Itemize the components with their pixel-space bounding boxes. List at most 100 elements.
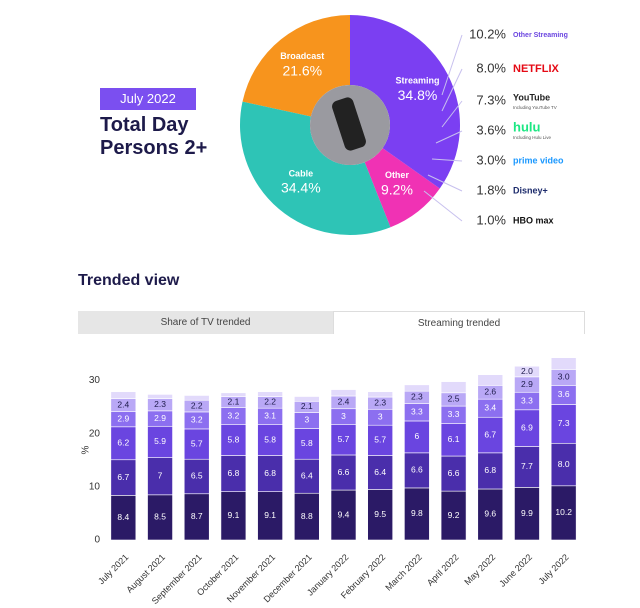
data-label: 9.5	[374, 509, 386, 519]
share-value: 7.3%	[476, 92, 506, 107]
data-label: 7.7	[521, 461, 533, 471]
data-label: 2.3	[411, 392, 423, 402]
connector	[431, 158, 463, 162]
data-label: 3.2	[228, 410, 240, 420]
data-label: 2.1	[301, 401, 313, 411]
bar-segment	[220, 392, 247, 397]
share-value: 8.0%	[476, 60, 506, 75]
bar-segment	[220, 491, 247, 541]
bar-segment	[147, 494, 173, 541]
pie-slice	[350, 15, 460, 189]
y-tick-label: 0	[94, 535, 100, 546]
data-label: 3.4	[484, 402, 496, 412]
data-label: 6.4	[374, 467, 386, 477]
page-title: Total Day Persons 2+	[100, 114, 208, 159]
data-label: 3.0	[558, 372, 570, 382]
bar-segment	[294, 492, 320, 541]
x-tick-label: June 2022	[497, 552, 534, 589]
x-tick-label: April 2022	[425, 552, 461, 588]
data-label: 8.0	[558, 459, 570, 469]
tab[interactable]: Streaming trended	[333, 311, 585, 334]
data-label: 6.8	[228, 468, 240, 478]
date-badge: July 2022	[100, 88, 196, 110]
connector	[423, 190, 463, 222]
bar-segment	[257, 391, 283, 397]
data-label: 5.7	[338, 434, 350, 444]
connector	[441, 34, 463, 96]
connector	[427, 174, 463, 192]
data-label: 6	[415, 431, 420, 441]
slice-value: 9.2%	[381, 181, 413, 197]
data-label: 9.1	[228, 510, 240, 520]
slice-name: Streaming	[395, 75, 439, 85]
slice-name: Broadcast	[280, 51, 324, 61]
bar-segment	[550, 442, 577, 487]
bar-segment	[514, 409, 540, 447]
bar-segment	[367, 455, 393, 490]
share-value: 3.6%	[476, 122, 506, 137]
service-name: prime video	[513, 155, 564, 165]
data-label: 3.3	[411, 406, 423, 416]
data-label: 7.3	[558, 418, 570, 428]
service-note: Including Hulu Live	[513, 135, 552, 140]
bar-segment	[550, 485, 577, 541]
bar-segment	[330, 454, 357, 491]
bar-segment	[183, 458, 210, 495]
bar-segment	[514, 446, 540, 488]
slice-value: 34.4%	[281, 180, 321, 196]
data-label: 5.8	[301, 438, 313, 448]
service-name: NETFLIX	[513, 63, 559, 75]
slice-value: 21.6%	[282, 63, 322, 79]
data-label: 8.7	[191, 511, 203, 521]
service-name: hulu	[513, 119, 540, 134]
bar-segment	[183, 428, 210, 460]
bar-segment	[477, 416, 504, 454]
service-name: Disney+	[513, 185, 548, 195]
data-label: 2.3	[154, 399, 166, 409]
share-value: 3.0%	[476, 152, 506, 167]
data-label: 6.6	[338, 467, 350, 477]
bar-segment	[550, 404, 577, 444]
data-label: 7	[158, 470, 163, 480]
service-name: YouTube	[513, 92, 550, 102]
data-label: 6.8	[484, 465, 496, 475]
bar-segment	[110, 459, 137, 496]
x-tick-label: May 2022	[462, 552, 497, 587]
bar-segment	[257, 455, 283, 492]
y-tick-label: 10	[89, 481, 101, 492]
data-label: 9.1	[264, 510, 276, 520]
data-label: 6.6	[411, 465, 423, 475]
data-label: 2.6	[484, 387, 496, 397]
data-label: 8.5	[154, 512, 166, 522]
bar-segment	[330, 489, 357, 541]
section-heading: Trended view	[78, 272, 180, 289]
service-name: Other Streaming	[513, 32, 568, 39]
connector	[441, 68, 463, 112]
data-label: 5.9	[154, 436, 166, 446]
data-label: 2.0	[521, 366, 533, 376]
data-label: 2.4	[338, 397, 350, 407]
pie-slice	[240, 101, 391, 235]
bar-segment	[294, 428, 320, 460]
bar-segment	[220, 424, 247, 456]
tab[interactable]: Share of TV trended	[78, 311, 333, 334]
share-value: 10.2%	[469, 26, 506, 41]
bar-segment	[257, 424, 283, 456]
bar-segment	[257, 491, 283, 541]
bar-segment	[477, 452, 504, 490]
data-label: 2.5	[448, 394, 460, 404]
data-label: 3.3	[521, 395, 533, 405]
data-label: 2.9	[117, 413, 129, 423]
data-label: 2.1	[228, 396, 240, 406]
bar-segment	[110, 426, 137, 461]
bar-segment	[477, 374, 504, 386]
data-label: 2.2	[264, 397, 276, 407]
data-label: 9.4	[338, 509, 350, 519]
data-label: 6.2	[117, 438, 129, 448]
data-label: 6.7	[484, 429, 496, 439]
bar-segment	[367, 391, 393, 398]
data-label: 3	[378, 411, 383, 421]
data-label: 8.4	[117, 512, 129, 522]
x-tick-label: July 2022	[536, 552, 570, 586]
